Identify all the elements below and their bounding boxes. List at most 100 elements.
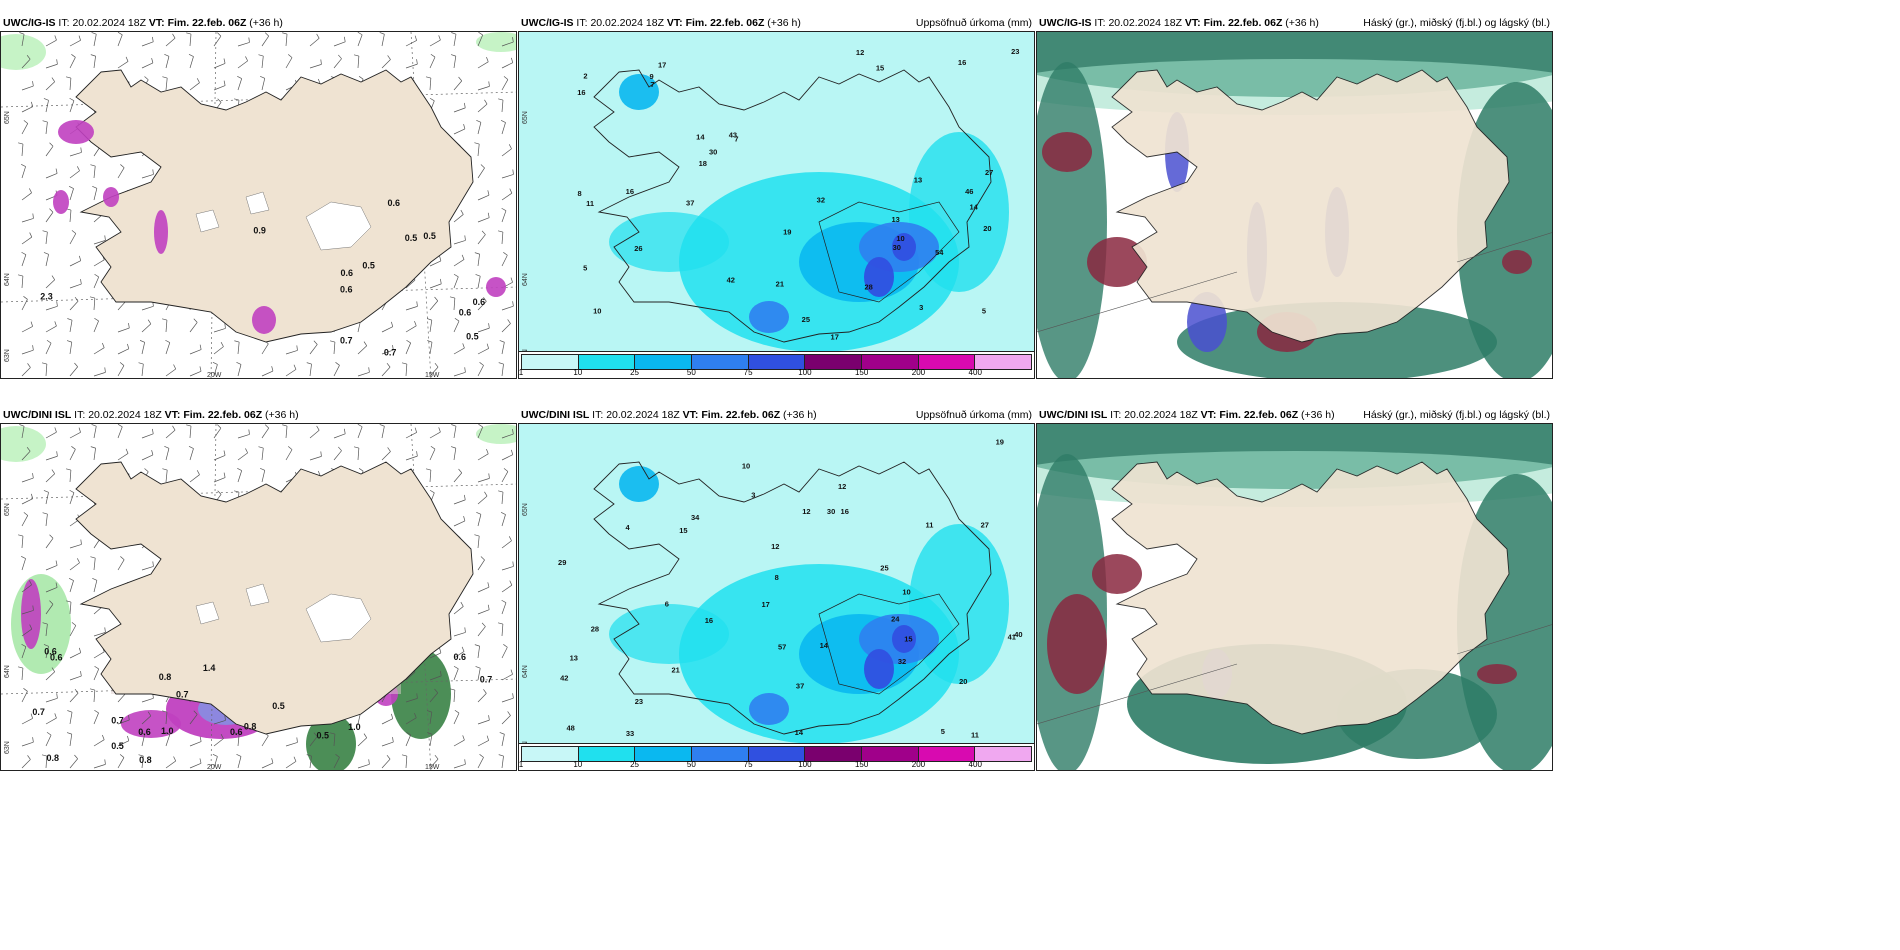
wind-barb-flag [51, 275, 56, 280]
wind-barb [501, 342, 505, 355]
wind-barb [453, 448, 457, 461]
wind-barb [501, 624, 504, 637]
wind-barb [357, 426, 363, 439]
mid-cloud [1087, 237, 1147, 287]
wind-barb-flag [503, 468, 509, 472]
wind-barb-flag [71, 622, 77, 626]
panel-ig-precip: UWC/IG-IS IT: 20.02.2024 18Z VT: Fim. 22… [518, 17, 1035, 379]
mid-cloud [1092, 554, 1142, 594]
wind-barb [69, 712, 73, 725]
precip-25-50 [619, 466, 659, 502]
wind-barb [21, 646, 27, 659]
precip-value-label: 0.6 [44, 647, 57, 657]
wind-barb [333, 41, 346, 47]
map-canvas [1037, 424, 1552, 770]
wind-barb [405, 671, 416, 681]
wind-barb-flag [91, 32, 97, 35]
wind-barb [45, 342, 52, 355]
contour-line [818, 593, 960, 695]
wind-barb-flag [152, 561, 154, 567]
wind-barb [477, 348, 489, 355]
wind-barb-flag [320, 451, 322, 457]
wind-barb [477, 365, 484, 377]
legend-swatch [975, 355, 1032, 369]
wind-barb [213, 85, 226, 91]
wind-barb-flag [464, 367, 466, 373]
wind-barb [309, 37, 320, 47]
wind-barb-flag [451, 424, 457, 427]
map-cloud-cover[interactable] [1037, 424, 1552, 770]
map-accumulated-precip[interactable]: 65N64N63N20W15W1211151410171685634121920… [519, 424, 1034, 770]
wind-barb [93, 188, 98, 201]
precip-value-label: 13 [914, 176, 922, 185]
wind-barb-flag [26, 447, 31, 452]
wind-barb-flag [476, 512, 482, 515]
wind-barb [501, 100, 504, 113]
wind-barb-flag [144, 468, 149, 473]
wind-barb [501, 305, 514, 311]
wind-barb [357, 345, 368, 355]
wind-barb [21, 254, 27, 267]
wind-barb [189, 322, 198, 333]
precip-value-label: 16 [841, 507, 849, 516]
legend-tick-label: 200 [911, 368, 926, 377]
glacier-hofsjokull [195, 209, 220, 233]
wind-barb-flag [392, 345, 394, 351]
wind-barb [21, 718, 33, 725]
wind-barb-flag [196, 470, 200, 475]
wind-barb [93, 558, 96, 571]
wind-barb-flag [487, 604, 490, 610]
lat-label: 63N [4, 349, 11, 362]
legend-swatch [578, 747, 636, 761]
wind-barb-flag [199, 366, 202, 372]
precip-value-label: 0.6 [230, 727, 243, 737]
map-accumulated-precip[interactable]: 65N64N63N20W15W1314101773515141716825422… [519, 32, 1034, 378]
wind-barb [237, 452, 248, 461]
precip-value-label: 41 [1008, 633, 1016, 642]
map-cloud-cover[interactable] [1037, 32, 1552, 378]
wind-barb [93, 690, 96, 703]
wind-barb [237, 42, 250, 47]
map-wind-precip[interactable]: 65N 64N 63N 20W 15W 0.6 0.6 0.7 0.6 0.7 0.5 1.4 1.0 0… [1, 424, 516, 770]
wind-barb [21, 218, 34, 223]
wind-barb [381, 366, 391, 377]
wind-barb [453, 472, 463, 483]
wind-barb [477, 254, 480, 267]
precip-value-label: 14 [820, 641, 829, 650]
precip-value-label: 0.5 [272, 701, 285, 711]
precip-value-label: 0.7 [32, 707, 45, 717]
wind-barb-flag [438, 35, 441, 41]
precip-value-label: 13 [570, 654, 578, 663]
wind-barb [429, 283, 442, 289]
wind-barb [405, 756, 408, 769]
wind-barb [189, 741, 202, 747]
precip-value-label: 0.8 [46, 753, 59, 763]
precip-value-label: 27 [981, 521, 989, 530]
wind-barb-flag [460, 601, 464, 607]
lat-label: 65N [4, 503, 11, 516]
wind-barb [477, 559, 485, 571]
wind-barb-flag [414, 712, 417, 718]
wind-barb-flag [54, 713, 57, 719]
wind-barb [357, 56, 360, 69]
wind-barb [141, 715, 152, 725]
lat-label: 64N [4, 273, 11, 286]
wind-barb-flag [463, 516, 466, 522]
wind-barb-flag [434, 362, 439, 368]
wind-barb [117, 426, 123, 439]
wind-barb [45, 756, 48, 769]
wind-barb-flag [258, 446, 264, 449]
wind-barb [429, 366, 439, 377]
wind-barb [45, 305, 58, 311]
wind-barb [237, 756, 242, 769]
map-wind-precip[interactable]: 65N 64N 63N 20W 15W 0.6 0.6 0.5 0.6 0.7 0.6 0.5 0.9 0… [1, 32, 516, 378]
legend-tick-label: 10 [573, 368, 583, 377]
wind-barb [45, 431, 57, 439]
wind-barb [453, 520, 466, 527]
wind-barb-flag [483, 297, 487, 302]
precip-value-label: 1.0 [348, 722, 361, 732]
wind-barb [45, 212, 54, 223]
glacier-vatnajokull [305, 201, 372, 251]
wind-barb-flag [151, 58, 154, 64]
precip-value-label: 0.6 [138, 727, 151, 737]
